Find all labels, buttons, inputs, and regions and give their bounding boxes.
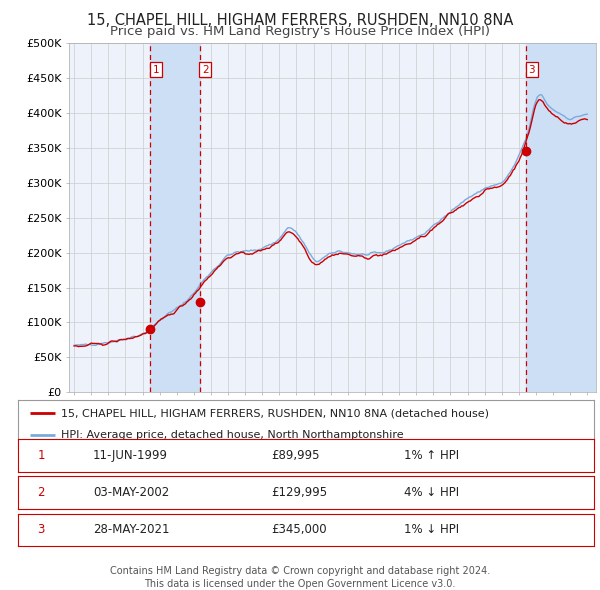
Text: 2: 2: [37, 486, 45, 499]
Text: 3: 3: [529, 65, 535, 74]
Text: 15, CHAPEL HILL, HIGHAM FERRERS, RUSHDEN, NN10 8NA: 15, CHAPEL HILL, HIGHAM FERRERS, RUSHDEN…: [87, 13, 513, 28]
Text: 2: 2: [202, 65, 209, 74]
Text: 1: 1: [37, 449, 45, 462]
Text: 1: 1: [152, 65, 159, 74]
Text: 1% ↑ HPI: 1% ↑ HPI: [404, 449, 459, 462]
Text: £129,995: £129,995: [271, 486, 328, 499]
Text: 11-JUN-1999: 11-JUN-1999: [93, 449, 168, 462]
Text: 4% ↓ HPI: 4% ↓ HPI: [404, 486, 459, 499]
Bar: [526, 43, 596, 392]
Text: 1% ↓ HPI: 1% ↓ HPI: [404, 523, 459, 536]
Text: 15, CHAPEL HILL, HIGHAM FERRERS, RUSHDEN, NN10 8NA (detached house): 15, CHAPEL HILL, HIGHAM FERRERS, RUSHDEN…: [61, 408, 489, 418]
Bar: [150, 43, 200, 392]
Text: £89,995: £89,995: [271, 449, 320, 462]
Text: HPI: Average price, detached house, North Northamptonshire: HPI: Average price, detached house, Nort…: [61, 430, 404, 440]
Text: 3: 3: [37, 523, 45, 536]
Text: This data is licensed under the Open Government Licence v3.0.: This data is licensed under the Open Gov…: [145, 579, 455, 589]
Text: Contains HM Land Registry data © Crown copyright and database right 2024.: Contains HM Land Registry data © Crown c…: [110, 566, 490, 576]
Text: Price paid vs. HM Land Registry's House Price Index (HPI): Price paid vs. HM Land Registry's House …: [110, 25, 490, 38]
Text: £345,000: £345,000: [271, 523, 327, 536]
Text: 03-MAY-2002: 03-MAY-2002: [93, 486, 169, 499]
Text: 28-MAY-2021: 28-MAY-2021: [93, 523, 169, 536]
